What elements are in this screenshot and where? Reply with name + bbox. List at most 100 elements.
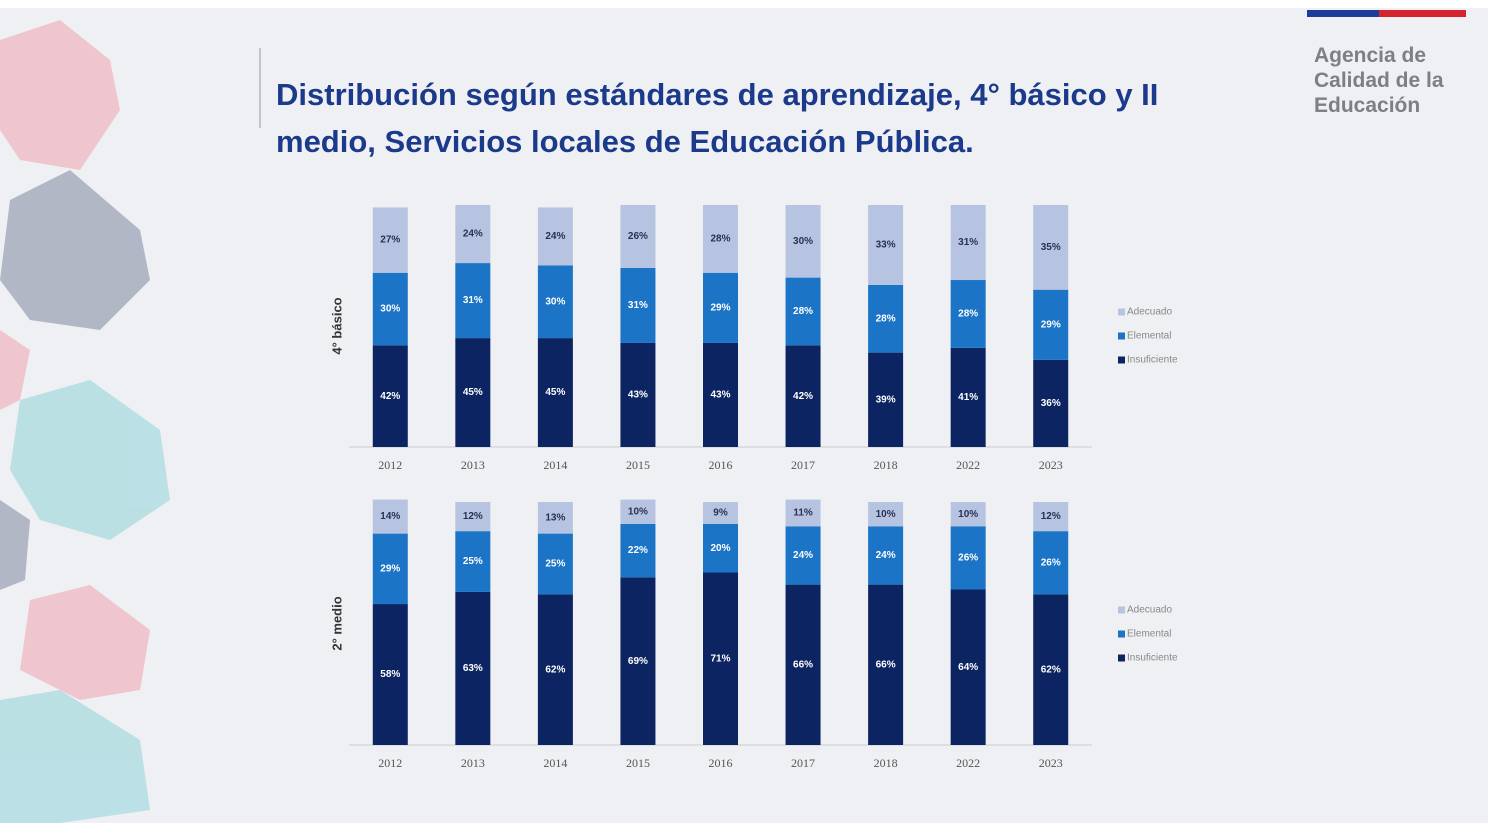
bar-segment — [950, 205, 986, 281]
bar-segment — [455, 338, 491, 447]
bar-segment — [455, 502, 491, 532]
legend-swatch — [1118, 630, 1125, 638]
logo-text: Calidad de la — [1314, 69, 1444, 92]
x-tick-label: 2017 — [791, 458, 815, 472]
legend-swatch — [1118, 332, 1125, 340]
data-label: 9% — [713, 508, 728, 519]
data-label: 28% — [793, 306, 813, 317]
bar-segment — [620, 499, 656, 524]
bar-segment — [868, 205, 904, 285]
bar-segment — [950, 589, 986, 745]
legend-label: Insuficiente — [1127, 355, 1178, 366]
title: medio, Servicios locales de Educación Pú… — [276, 124, 974, 159]
bar-segment — [372, 207, 408, 273]
bar-segment — [785, 345, 821, 447]
data-label: 28% — [710, 234, 730, 245]
bar-segment — [372, 499, 408, 534]
data-label: 30% — [380, 304, 400, 315]
x-tick-label: 2017 — [791, 756, 815, 770]
data-label: 62% — [1041, 664, 1061, 675]
x-tick-label: 2022 — [956, 756, 980, 770]
legend-label: Adecuado — [1127, 307, 1172, 318]
legend-swatch — [1118, 356, 1125, 364]
bar-segment — [1033, 359, 1069, 447]
x-tick-label: 2013 — [461, 756, 485, 770]
data-label: 13% — [545, 512, 565, 523]
data-label: 14% — [380, 511, 400, 522]
y-axis-label: 4° básico — [329, 297, 344, 354]
bar-segment — [372, 345, 408, 447]
x-tick-label: 2023 — [1039, 756, 1063, 770]
data-label: 66% — [793, 659, 813, 670]
bar-segment — [950, 280, 986, 348]
bar-segment — [537, 533, 573, 595]
data-label: 10% — [628, 506, 648, 517]
bar-segment — [703, 342, 738, 447]
bar-segment — [372, 272, 408, 346]
data-label: 71% — [710, 653, 730, 664]
x-tick-label: 2018 — [874, 756, 898, 770]
bar-segment — [372, 604, 408, 745]
legend-swatch — [1118, 308, 1125, 316]
x-tick-label: 2012 — [378, 756, 402, 770]
bar-segment — [1033, 502, 1069, 532]
data-label: 43% — [710, 390, 730, 401]
background — [0, 8, 1488, 823]
bar-segment — [1033, 531, 1069, 595]
data-label: 42% — [380, 391, 400, 402]
legend-label: Elemental — [1127, 629, 1171, 640]
data-label: 20% — [710, 543, 730, 554]
bar-segment — [868, 284, 904, 353]
x-tick-label: 2015 — [626, 458, 650, 472]
data-label: 29% — [1041, 319, 1061, 330]
bar-segment — [868, 352, 904, 447]
data-label: 62% — [545, 664, 565, 675]
bar-segment — [620, 523, 656, 578]
bar-segment — [455, 531, 491, 592]
bar-segment — [620, 342, 656, 447]
x-tick-label: 2018 — [874, 458, 898, 472]
data-label: 45% — [463, 387, 483, 398]
data-label: 31% — [628, 300, 648, 311]
data-label: 24% — [463, 229, 483, 240]
data-label: 24% — [793, 550, 813, 561]
data-label: 66% — [876, 659, 896, 670]
logo-text: Agencia de — [1314, 44, 1426, 67]
bar-segment — [785, 526, 821, 585]
flag-red — [1379, 10, 1466, 17]
x-tick-label: 2022 — [956, 458, 980, 472]
bar-segment — [785, 277, 821, 346]
data-label: 25% — [463, 556, 483, 567]
flag-blue — [1307, 10, 1379, 17]
legend-swatch — [1118, 606, 1125, 614]
legend-label: Insuficiente — [1127, 653, 1178, 664]
data-label: 28% — [958, 309, 978, 320]
data-label: 29% — [380, 563, 400, 574]
data-label: 26% — [628, 231, 648, 242]
data-label: 43% — [628, 390, 648, 401]
x-tick-label: 2016 — [709, 458, 733, 472]
data-label: 33% — [876, 240, 896, 251]
data-label: 30% — [793, 236, 813, 247]
bar-segment — [1033, 594, 1069, 745]
x-tick-label: 2016 — [709, 756, 733, 770]
bar-segment — [703, 205, 738, 273]
data-label: 24% — [545, 231, 565, 242]
data-label: 10% — [876, 509, 896, 520]
bar-segment — [785, 205, 821, 278]
data-label: 31% — [463, 295, 483, 306]
data-label: 42% — [793, 391, 813, 402]
bar-segment — [455, 263, 491, 339]
bar-segment — [703, 523, 738, 573]
bar-segment — [868, 584, 904, 745]
data-label: 35% — [1041, 242, 1061, 253]
data-label: 36% — [1041, 398, 1061, 409]
x-tick-label: 2014 — [543, 756, 567, 770]
data-label: 45% — [545, 387, 565, 398]
data-label: 12% — [1041, 511, 1061, 522]
data-label: 27% — [380, 235, 400, 246]
bar-segment — [703, 272, 738, 343]
x-tick-label: 2023 — [1039, 458, 1063, 472]
bar-segment — [620, 577, 656, 745]
